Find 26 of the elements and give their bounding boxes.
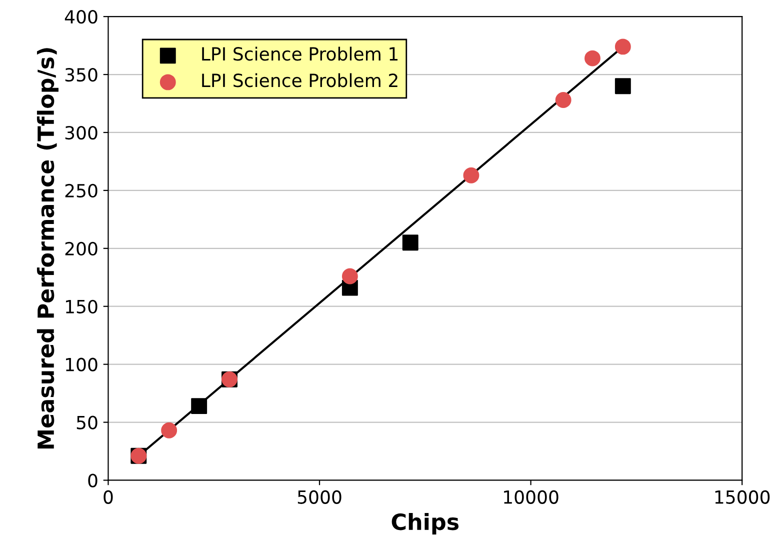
y-axis-title: Measured Performance (Tflop/s) <box>36 48 58 449</box>
legend-label: LPI Science Problem 1 <box>202 46 398 61</box>
point <box>584 50 600 66</box>
y-tick-label: 100 <box>66 358 98 372</box>
point <box>555 92 572 108</box>
point <box>402 234 418 251</box>
x-tick-label: 5000 <box>298 490 342 504</box>
point <box>191 398 208 414</box>
point <box>161 422 178 438</box>
point <box>614 38 631 55</box>
y-tick-label: 350 <box>65 68 98 82</box>
y-tick-label: 400 <box>64 10 98 24</box>
y-tick-label: 0 <box>88 474 98 488</box>
x-tick-label: 0 <box>104 490 113 504</box>
legend-label: LPI Science Problem 2 <box>202 73 398 88</box>
x-tick-label: 15000 <box>715 490 770 504</box>
y-tick-label: 150 <box>66 300 98 314</box>
point <box>463 167 480 184</box>
point <box>342 268 358 284</box>
point <box>614 78 631 94</box>
x-tick-label: 10000 <box>504 490 558 504</box>
x-axis-title: Chips <box>392 512 459 534</box>
y-tick-label: 250 <box>65 184 98 198</box>
y-tick-label: 200 <box>65 242 98 256</box>
y-tick-label: 50 <box>76 416 98 430</box>
y-tick-label: 300 <box>65 126 98 140</box>
